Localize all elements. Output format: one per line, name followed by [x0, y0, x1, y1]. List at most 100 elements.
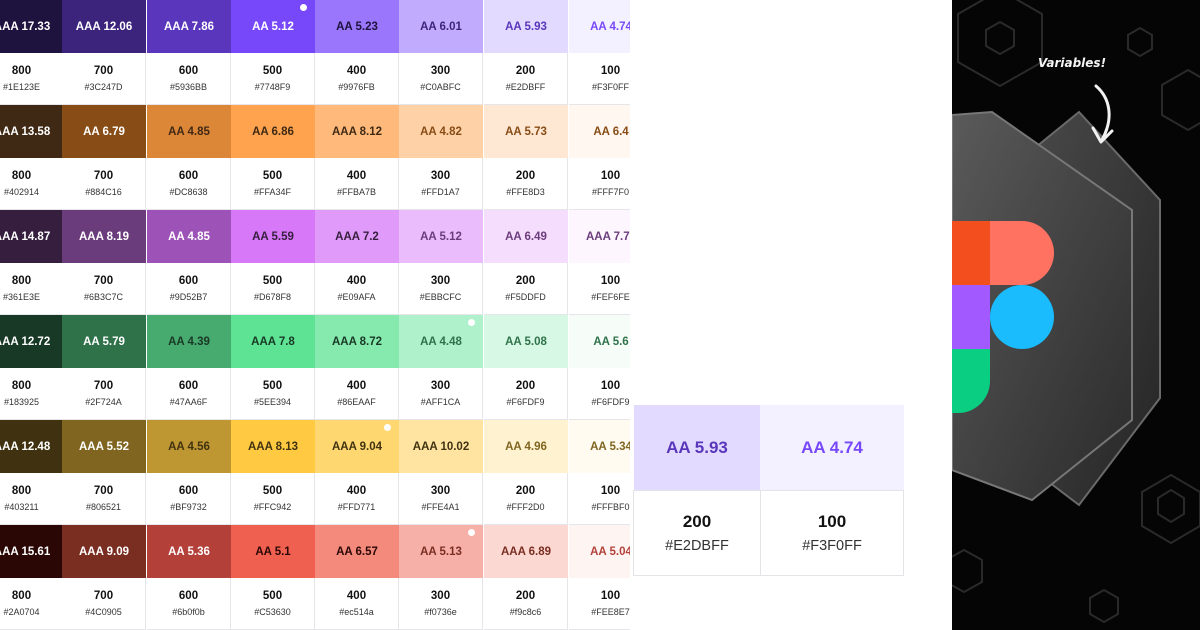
figma-variables-panel: Variables!: [952, 0, 1200, 630]
contrast-label: AA 4.74: [590, 20, 630, 33]
figma-logo-icon: [952, 221, 1054, 413]
step-number: 600: [178, 65, 199, 77]
contrast-label: AA 6.79: [83, 125, 125, 138]
hex-code: #C0ABFC: [420, 82, 461, 92]
figma-logo-purple: [952, 285, 990, 349]
swatch-yellow-800: AAA 12.48: [0, 420, 64, 473]
contrast-label: AAA 8.12: [331, 125, 383, 138]
swatch-orange-400: AAA 8.12: [315, 105, 399, 158]
contrast-label: AAA 7.2: [335, 230, 379, 243]
step-number: 600: [178, 590, 199, 602]
step-number: 700: [93, 170, 114, 182]
info-orange-800: 800 #402914: [0, 158, 64, 210]
swatch-green-500: AAA 7.8: [231, 315, 315, 368]
contrast-label: AAA 15.61: [0, 545, 51, 558]
hex-code: #2A0704: [3, 607, 40, 617]
hex-code: #47AA6F: [169, 397, 208, 407]
contrast-label: AAA 12.72: [0, 335, 51, 348]
contrast-label: AAA 12.48: [0, 440, 51, 453]
hex-code: #1E123E: [2, 82, 41, 92]
indicator-dot: [384, 424, 391, 431]
swatch-red-100: AA 5.04: [569, 525, 630, 578]
hex-code: #FFE8D3: [506, 187, 545, 197]
hex-code: #F3F0FF: [591, 82, 629, 92]
step-number: 700: [93, 275, 114, 287]
indicator-dot: [468, 319, 475, 326]
step-number: 200: [515, 380, 536, 392]
info-orange-700: 700 #884C16: [62, 158, 146, 210]
info-magenta-500: 500 #D678F8: [231, 263, 315, 315]
swatch-yellow-700: AAA 5.52: [62, 420, 146, 473]
info-purple-800: 800 #1E123E: [0, 53, 64, 105]
swatch-purple-300: AA 6.01: [399, 0, 483, 53]
hex-code: #E09AFA: [337, 292, 376, 302]
swatch-yellow-100: AA 5.34: [569, 420, 630, 473]
contrast-label: AAA 13.58: [0, 125, 51, 138]
step-number: 300: [430, 485, 451, 497]
hex-code: #6B3C7C: [83, 292, 124, 302]
hex-code: #FFD1A7: [421, 187, 460, 197]
info-yellow-100: 100 #FFFBF0: [569, 473, 630, 525]
info-green-200: 200 #F6FDF9: [484, 368, 568, 420]
hex-code: #F5DDFD: [505, 292, 546, 302]
hex-code: #FFF7F0: [591, 187, 629, 197]
contrast-label: AA 4.96: [505, 440, 547, 453]
contrast-label: AAA 6.89: [500, 545, 552, 558]
contrast-label: AAA 9.09: [78, 545, 130, 558]
zoom-step-200: 200: [682, 512, 712, 531]
figma-logo-blue: [990, 285, 1054, 349]
swatch-magenta-600: AA 4.85: [147, 210, 231, 263]
contrast-label: AA 5.12: [252, 20, 294, 33]
hex-code: #EBBCFC: [419, 292, 462, 302]
swatch-green-300: AA 4.48: [399, 315, 483, 368]
step-number: 500: [262, 380, 283, 392]
contrast-label: AAA 8.19: [78, 230, 130, 243]
step-number: 400: [346, 485, 367, 497]
swatch-yellow-500: AAA 8.13: [231, 420, 315, 473]
step-number: 500: [262, 590, 283, 602]
info-yellow-300: 300 #FFE4A1: [399, 473, 483, 525]
info-red-300: 300 #f0736e: [399, 578, 483, 630]
info-orange-400: 400 #FFBA7B: [315, 158, 399, 210]
info-magenta-700: 700 #6B3C7C: [62, 263, 146, 315]
step-number: 700: [93, 65, 114, 77]
step-number: 500: [262, 275, 283, 287]
swatch-orange-800: AAA 13.58: [0, 105, 64, 158]
swatch-red-500: AA 5.1: [231, 525, 315, 578]
contrast-label: AA 6.49: [505, 230, 547, 243]
step-number: 800: [11, 380, 32, 392]
zoom-hex-200: #E2DBFF: [665, 538, 729, 554]
figma-logo-salmon: [990, 221, 1054, 285]
info-purple-400: 400 #9976FB: [315, 53, 399, 105]
contrast-label: AA 5.36: [168, 545, 210, 558]
info-magenta-100: 100 #FEF6FE: [569, 263, 630, 315]
contrast-label: AA 4.56: [168, 440, 210, 453]
contrast-label: AA 4.82: [420, 125, 462, 138]
step-number: 400: [346, 590, 367, 602]
swatch-purple-100: AA 4.74: [569, 0, 630, 53]
swatch-yellow-400: AAA 9.04: [315, 420, 399, 473]
indicator-dot: [300, 4, 307, 11]
indicator-dot: [468, 529, 475, 536]
hex-code: #f0736e: [424, 607, 457, 617]
info-orange-500: 500 #FFA34F: [231, 158, 315, 210]
hex-code: #403211: [4, 502, 39, 512]
info-purple-200: 200 #E2DBFF: [484, 53, 568, 105]
hex-code: #FFF2D0: [506, 502, 545, 512]
step-number: 600: [178, 275, 199, 287]
info-yellow-800: 800 #403211: [0, 473, 64, 525]
swatch-green-100: AA 5.6: [569, 315, 630, 368]
contrast-label: AAA 10.02: [412, 440, 470, 453]
step-number: 300: [430, 275, 451, 287]
info-purple-300: 300 #C0ABFC: [399, 53, 483, 105]
step-number: 100: [600, 275, 621, 287]
info-yellow-500: 500 #FFC942: [231, 473, 315, 525]
hex-code: #9D52B7: [169, 292, 208, 302]
swatch-red-800: AAA 15.61: [0, 525, 64, 578]
info-magenta-300: 300 #EBBCFC: [399, 263, 483, 315]
swatch-orange-700: AA 6.79: [62, 105, 146, 158]
variables-caption: Variables!: [1038, 56, 1107, 70]
swatch-magenta-500: AA 5.59: [231, 210, 315, 263]
swatch-magenta-300: AA 5.12: [399, 210, 483, 263]
info-yellow-400: 400 #FFD771: [315, 473, 399, 525]
